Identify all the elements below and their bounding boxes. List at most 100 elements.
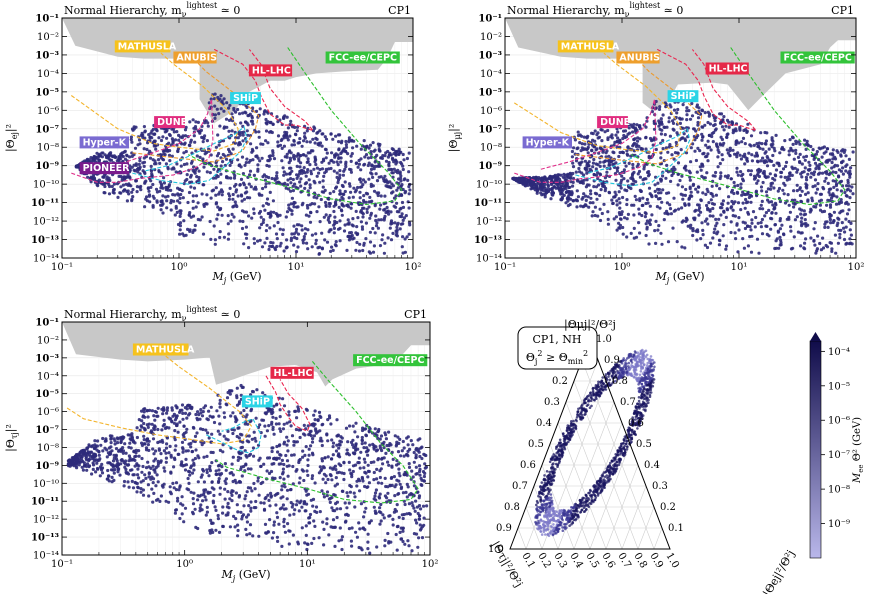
data-point [132, 163, 136, 167]
data-point [679, 192, 683, 196]
data-point [561, 183, 565, 188]
data-point [371, 175, 375, 179]
data-point [229, 219, 233, 223]
data-point [219, 181, 223, 185]
data-point [133, 146, 138, 150]
data-point [351, 224, 355, 228]
data-point [399, 176, 403, 180]
data-point [346, 218, 350, 222]
data-point [354, 421, 358, 425]
data-point [336, 133, 341, 137]
data-point [696, 190, 700, 194]
data-point [829, 196, 834, 200]
data-point [175, 162, 179, 166]
data-point [695, 170, 699, 174]
data-point [638, 175, 643, 179]
data-point [349, 201, 353, 205]
data-point [647, 242, 651, 246]
data-point [194, 127, 198, 131]
data-point [635, 139, 640, 143]
data-point [374, 214, 378, 218]
data-point [371, 184, 375, 188]
data-point [337, 446, 341, 450]
data-point [543, 186, 547, 190]
data-point [351, 146, 355, 150]
data-point [710, 184, 714, 188]
data-point [837, 228, 841, 232]
data-point [621, 136, 625, 141]
data-point [568, 202, 572, 207]
data-point [257, 130, 261, 134]
data-point [261, 186, 265, 191]
data-point [382, 208, 386, 212]
data-point [763, 151, 767, 155]
data-point [337, 462, 341, 466]
data-point [115, 159, 119, 163]
data-point [815, 187, 820, 191]
data-point [399, 454, 403, 458]
data-point [268, 157, 272, 161]
data-point [213, 104, 217, 108]
data-point [768, 172, 772, 176]
data-point [809, 236, 813, 240]
data-point [248, 112, 252, 116]
data-point [239, 510, 243, 514]
data-point [749, 134, 754, 138]
data-point [711, 174, 715, 178]
data-point [359, 220, 363, 224]
data-point [707, 133, 712, 138]
y-tick-label: 10⁻⁸ [480, 143, 502, 154]
data-point [704, 192, 708, 196]
data-point [378, 142, 382, 147]
data-point [696, 146, 700, 150]
data-point [330, 478, 334, 482]
data-point [364, 237, 368, 241]
data-point [588, 167, 592, 171]
data-point [245, 157, 249, 161]
data-point [538, 186, 543, 190]
data-point [125, 153, 129, 157]
data-point [305, 203, 309, 208]
data-point [101, 175, 105, 179]
data-point [590, 131, 594, 135]
data-point [129, 138, 133, 142]
data-point [380, 456, 384, 460]
data-point [607, 190, 611, 194]
data-point [131, 195, 135, 199]
data-point [177, 138, 181, 142]
data-point [247, 214, 251, 218]
data-point [195, 175, 199, 179]
data-point [138, 185, 142, 189]
data-point [296, 245, 300, 249]
data-point [265, 163, 269, 168]
data-point [181, 134, 185, 138]
data-point [407, 192, 411, 196]
data-point [733, 231, 737, 235]
data-point [736, 173, 740, 177]
data-point [394, 169, 398, 173]
data-point [676, 151, 680, 155]
data-point [798, 142, 802, 146]
data-point [841, 166, 845, 170]
data-point [735, 190, 740, 194]
data-point [687, 197, 691, 201]
data-point [763, 214, 767, 218]
data-point [375, 221, 379, 225]
data-point [290, 232, 294, 236]
data-point [225, 101, 229, 105]
data-point [271, 149, 275, 153]
data-point [735, 170, 739, 174]
data-point [217, 192, 221, 196]
panel-tag: CP1 [831, 4, 854, 17]
data-point [380, 238, 384, 242]
data-point [167, 183, 171, 187]
data-point [327, 161, 331, 165]
data-point [690, 101, 694, 106]
data-point [196, 498, 200, 502]
data-point [304, 174, 308, 178]
data-point [275, 176, 279, 180]
data-point [350, 544, 354, 548]
data-point [308, 203, 312, 207]
data-point [714, 170, 718, 175]
data-point [691, 142, 695, 146]
